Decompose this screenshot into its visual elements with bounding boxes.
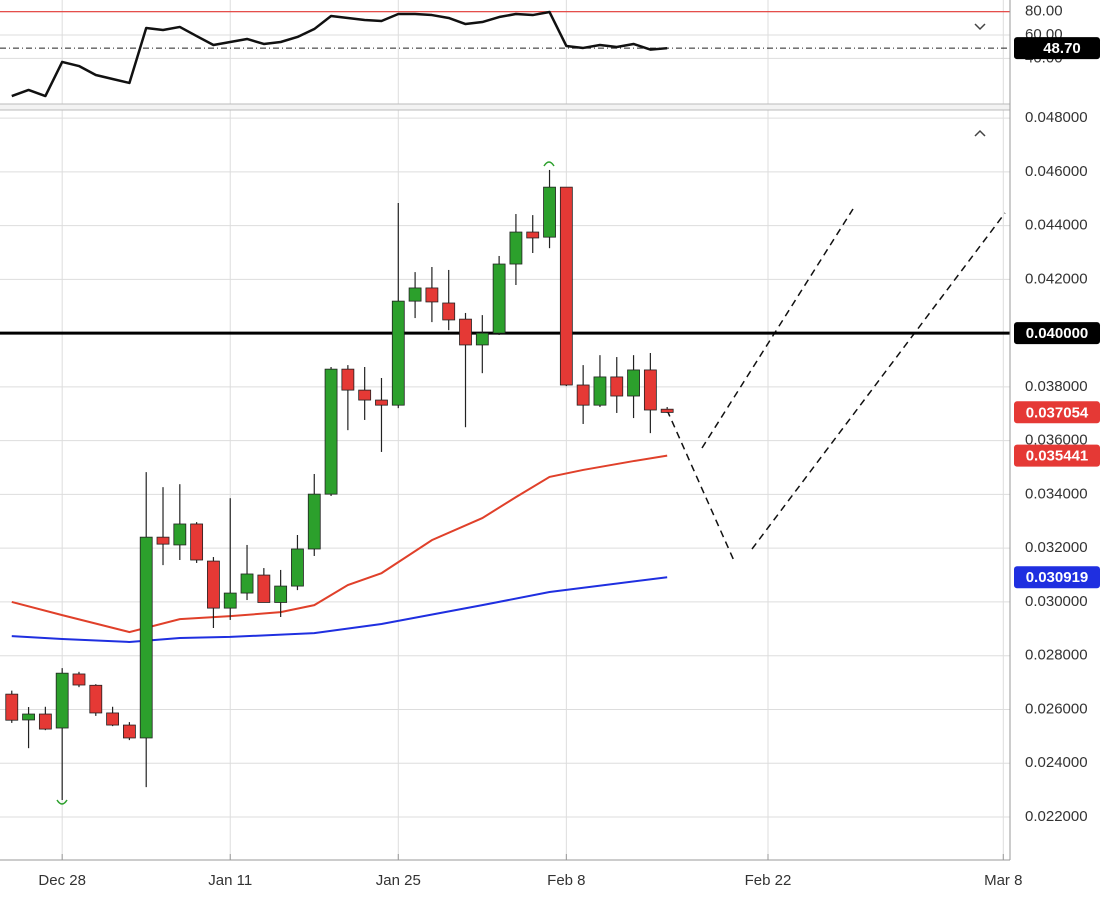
rsi-panel <box>0 10 1010 98</box>
y-tick-label: 0.046000 <box>1025 163 1088 180</box>
candle-body <box>240 573 254 594</box>
x-tick-label: Feb 22 <box>745 872 792 889</box>
candle-body <box>55 672 69 729</box>
x-tick-label: Jan 11 <box>208 872 252 889</box>
candle-body <box>391 300 405 406</box>
price-tag <box>1014 444 1100 467</box>
candle-body <box>660 408 674 413</box>
candle-body <box>207 560 220 609</box>
x-tick-label: Dec 28 <box>38 872 86 889</box>
candle-body <box>425 287 439 303</box>
candle-body <box>459 318 472 346</box>
swing-low-marker <box>56 799 68 805</box>
price-tag <box>1014 566 1100 589</box>
candle-body <box>559 186 573 386</box>
panel-separator <box>0 104 1010 110</box>
y-tick-label: 0.026000 <box>1025 700 1088 717</box>
rsi-line <box>11 10 668 98</box>
moving-average <box>11 576 668 643</box>
y-tick-label: 0.032000 <box>1025 539 1088 556</box>
candle-body <box>156 536 170 545</box>
projection-line <box>701 208 854 449</box>
candle-body <box>106 712 119 726</box>
y-tick-label: 0.044000 <box>1025 217 1088 234</box>
candle-body <box>492 263 506 334</box>
candle-body <box>593 376 607 406</box>
candle-body <box>139 536 153 739</box>
candle-body <box>610 376 624 397</box>
moving-average <box>11 454 668 634</box>
candle-body <box>89 684 103 714</box>
x-tick-label: Mar 8 <box>984 872 1022 889</box>
y-tick-label: 0.036000 <box>1025 432 1088 449</box>
price-tag-label: 0.030919 <box>1026 569 1089 586</box>
projection-line <box>751 212 1006 550</box>
candle-body <box>173 523 187 546</box>
x-tick-label: Feb 8 <box>547 872 585 889</box>
candle-body <box>375 399 388 406</box>
candle-body <box>5 693 19 721</box>
candle-body <box>526 231 540 239</box>
projection-line <box>666 409 736 564</box>
price-tag-label: 0.035441 <box>1026 448 1089 465</box>
candle-body <box>190 523 204 561</box>
y-tick-label: 0.038000 <box>1025 378 1088 395</box>
candle-body <box>627 369 640 397</box>
candle-body <box>324 368 338 495</box>
candle-body <box>72 673 86 686</box>
candle-body <box>223 592 237 609</box>
y-tick-label: 0.022000 <box>1025 808 1088 825</box>
candle-body <box>257 574 271 603</box>
candle-body <box>643 369 657 411</box>
candle-body <box>358 389 372 401</box>
y-tick-label: 0.030000 <box>1025 593 1088 610</box>
candle-body <box>543 186 556 238</box>
candle-body <box>38 713 52 730</box>
y-tick-label: 0.034000 <box>1025 485 1088 502</box>
y-tick-label: 0.042000 <box>1025 270 1088 287</box>
swing-high-marker <box>543 161 555 167</box>
price-panel <box>0 161 1010 860</box>
candle-body <box>442 302 456 321</box>
price-tag <box>1014 322 1100 345</box>
price-tag-label: 0.040000 <box>1026 325 1089 342</box>
candle-body <box>307 493 321 550</box>
price-tag-label: 0.037054 <box>1026 404 1089 421</box>
x-tick-label: Jan 25 <box>376 872 421 889</box>
price-tag <box>1014 401 1100 424</box>
candle-body <box>22 713 35 721</box>
y-tick-label: 80.00 <box>1025 3 1063 20</box>
candle-body <box>509 231 523 265</box>
candle-body <box>475 332 489 346</box>
y-tick-label: 0.048000 <box>1025 109 1088 126</box>
value-tag-label: 48.70 <box>1043 40 1081 57</box>
candle-body <box>274 585 288 603</box>
candle-body <box>408 287 422 302</box>
candle-body <box>341 368 355 391</box>
value-tag <box>1014 37 1100 60</box>
collapse-button[interactable] <box>974 23 986 31</box>
y-tick-label: 0.024000 <box>1025 754 1088 771</box>
candle-body <box>576 384 590 406</box>
y-tick-label: 0.028000 <box>1025 647 1088 664</box>
candle-body <box>291 548 304 587</box>
collapse-button[interactable] <box>974 129 986 137</box>
candle-body <box>123 724 136 739</box>
